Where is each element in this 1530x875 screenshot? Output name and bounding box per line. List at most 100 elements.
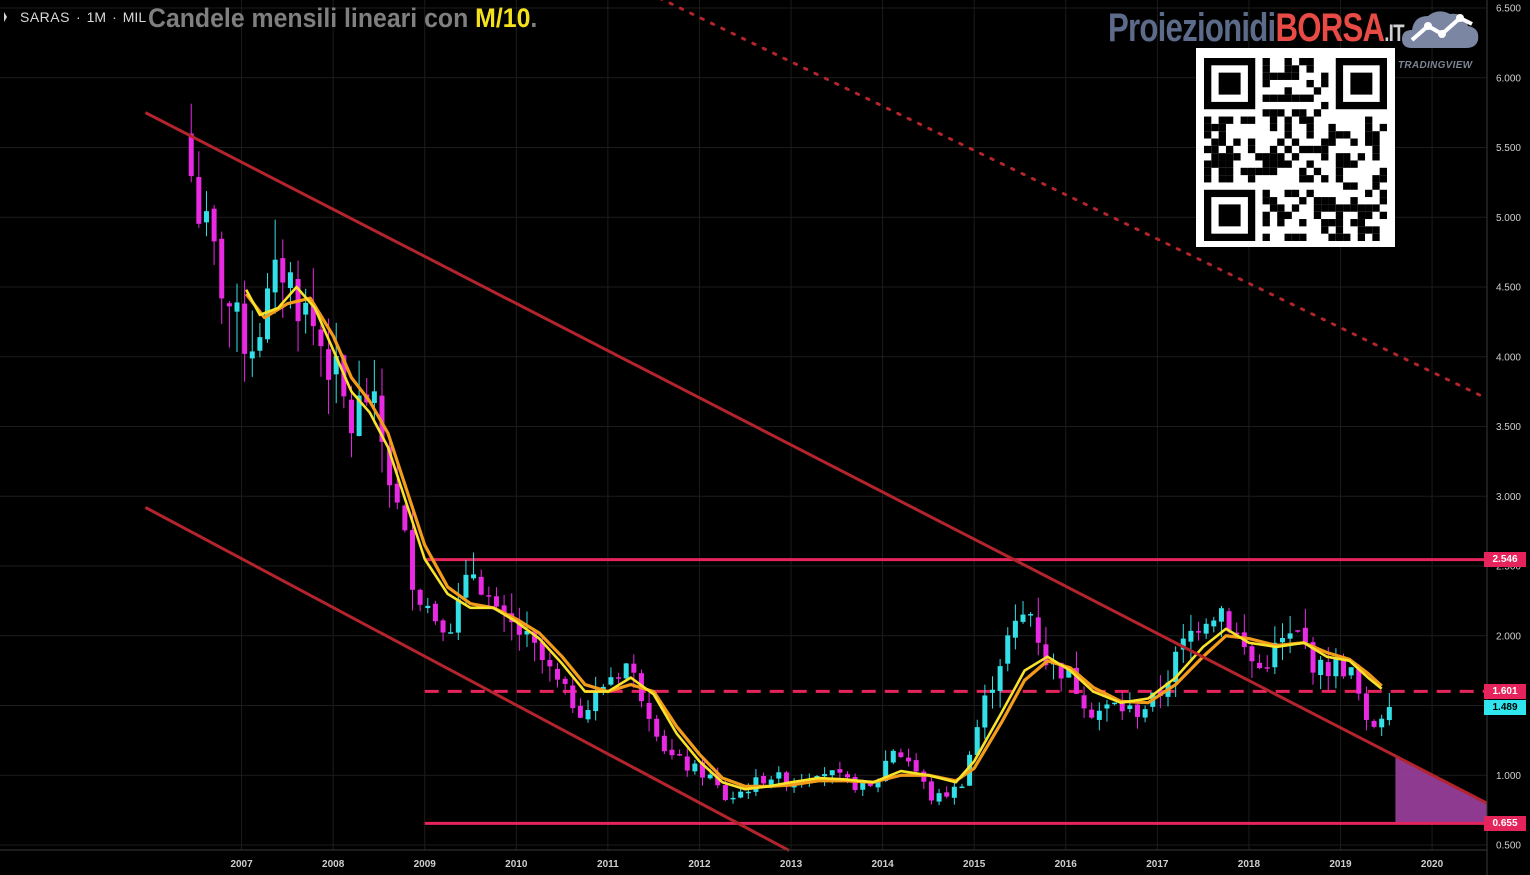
qr-module bbox=[1218, 167, 1226, 176]
qr-module bbox=[1379, 175, 1387, 183]
candle-body bbox=[1249, 646, 1255, 662]
candle-body bbox=[989, 689, 995, 693]
qr-module bbox=[1211, 138, 1219, 146]
qr-module bbox=[1240, 116, 1248, 124]
candle-body bbox=[730, 797, 736, 800]
candle-body bbox=[417, 589, 423, 605]
candle-body bbox=[1096, 710, 1102, 720]
candle-body bbox=[822, 774, 828, 777]
qr-module bbox=[1299, 197, 1307, 205]
candle-body bbox=[906, 757, 912, 762]
candle-body bbox=[501, 605, 507, 613]
candle-body bbox=[326, 349, 332, 380]
qr-module bbox=[1357, 204, 1366, 212]
qr-module bbox=[1372, 138, 1380, 146]
candle-body bbox=[974, 727, 980, 756]
qr-module bbox=[1262, 233, 1270, 241]
qr-module bbox=[1335, 226, 1344, 234]
candle-body bbox=[1104, 704, 1110, 709]
candle-body bbox=[577, 705, 583, 718]
qr-module bbox=[1321, 145, 1329, 154]
price-tick-label: 1.000 bbox=[1496, 771, 1521, 782]
candle-body bbox=[1295, 630, 1301, 632]
qr-module bbox=[1284, 211, 1292, 220]
candle-body bbox=[1142, 709, 1148, 718]
qr-module bbox=[1269, 94, 1278, 102]
year-tick-label: 2011 bbox=[597, 859, 619, 870]
qr-module bbox=[1372, 204, 1380, 212]
qr-module bbox=[1321, 219, 1329, 227]
candle-body bbox=[1333, 657, 1339, 677]
qr-module bbox=[1284, 58, 1292, 66]
candle-body bbox=[226, 303, 232, 307]
candle-body bbox=[203, 211, 209, 223]
qr-module bbox=[1372, 131, 1380, 139]
candle-body bbox=[371, 391, 377, 404]
qr-module bbox=[1299, 219, 1307, 227]
horizontal-levels bbox=[424, 558, 1487, 825]
qr-module bbox=[1262, 65, 1270, 73]
qr-module bbox=[1343, 182, 1351, 190]
qr-module bbox=[1379, 123, 1387, 132]
candle-body bbox=[265, 288, 271, 340]
qr-module bbox=[1269, 204, 1278, 212]
qr-module bbox=[1269, 160, 1278, 168]
qr-module bbox=[1262, 167, 1270, 176]
candle-body bbox=[1325, 662, 1331, 677]
projection-zone bbox=[1395, 756, 1487, 824]
qr-module bbox=[1262, 79, 1270, 88]
candle-body bbox=[959, 786, 965, 789]
qr-module bbox=[1284, 116, 1292, 124]
price-tick-label: 5.500 bbox=[1496, 143, 1521, 154]
qr-module bbox=[1247, 138, 1256, 146]
candle-body bbox=[883, 760, 889, 781]
price-tick-label: 6.000 bbox=[1496, 73, 1521, 84]
candle-body bbox=[852, 776, 858, 791]
qr-module bbox=[1335, 167, 1344, 176]
qr-module bbox=[1291, 109, 1300, 117]
qr-module bbox=[1262, 219, 1270, 227]
qr-module bbox=[1306, 175, 1314, 183]
title-suffix: . bbox=[530, 3, 538, 33]
qr-module bbox=[1365, 189, 1373, 198]
qr-module bbox=[1306, 94, 1314, 102]
tradingview-cloud-icon bbox=[1402, 11, 1479, 48]
candle-body bbox=[1028, 614, 1034, 616]
time-axis: 2007 2008 2009 2010 2011 2012 2013 2014 2015 2016… bbox=[0, 849, 1487, 870]
candle-body bbox=[1226, 611, 1232, 632]
qr-module bbox=[1233, 138, 1241, 146]
qr-code[interactable] bbox=[1196, 48, 1395, 247]
candle-body bbox=[555, 668, 561, 680]
title-highlight: M/10 bbox=[475, 3, 531, 33]
qr-module bbox=[1357, 226, 1366, 234]
qr-module bbox=[1211, 123, 1219, 132]
qr-module bbox=[1372, 182, 1380, 190]
candle-body bbox=[1058, 662, 1064, 679]
candle-body bbox=[1043, 644, 1049, 666]
candle-body bbox=[1203, 623, 1209, 634]
candle-body bbox=[188, 133, 194, 177]
qr-module bbox=[1335, 211, 1344, 220]
candle-body bbox=[1134, 704, 1140, 717]
qr-module bbox=[1291, 65, 1300, 73]
separator-dot: · bbox=[112, 9, 117, 25]
qr-module bbox=[1291, 94, 1300, 102]
price-tick-label: 4.000 bbox=[1496, 352, 1521, 363]
qr-module bbox=[1291, 189, 1300, 198]
qr-module bbox=[1204, 116, 1212, 124]
candle-body bbox=[356, 395, 362, 437]
candle-body bbox=[448, 632, 454, 634]
qr-module bbox=[1269, 109, 1278, 117]
candle-body bbox=[1119, 702, 1125, 712]
candle-body bbox=[1089, 709, 1095, 718]
qr-module bbox=[1211, 153, 1219, 161]
qr-module bbox=[1269, 72, 1278, 80]
qr-module bbox=[1372, 226, 1380, 234]
candle-body bbox=[875, 781, 881, 788]
qr-module bbox=[1262, 109, 1270, 117]
candle-body bbox=[478, 576, 484, 595]
candle-body bbox=[547, 659, 553, 667]
qr-module bbox=[1335, 233, 1344, 241]
candle-body bbox=[776, 772, 782, 779]
symbol-header[interactable]: SARAS · 1M · MIL bbox=[4, 4, 146, 30]
